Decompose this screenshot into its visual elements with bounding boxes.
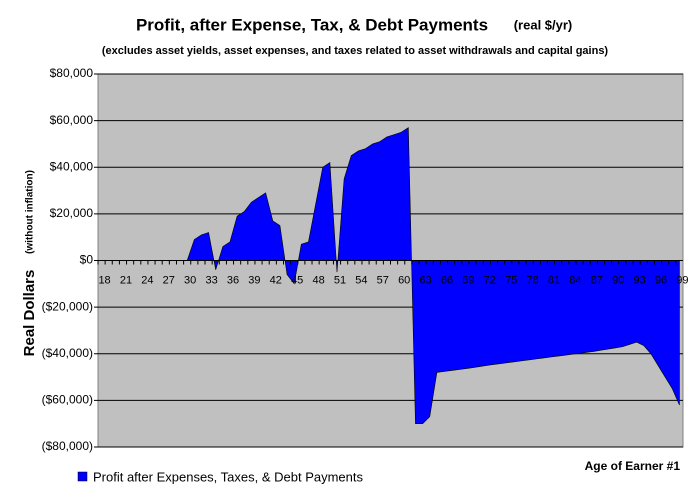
x-tick-label: 39 xyxy=(248,274,260,286)
title-units: (real $/yr) xyxy=(514,17,573,32)
y-tick-label: ($40,000) xyxy=(42,346,93,360)
x-tick-label: 81 xyxy=(548,274,560,286)
y-tick-label: ($80,000) xyxy=(42,439,93,453)
y-tick-label: $0 xyxy=(80,253,94,267)
x-tick-label: 54 xyxy=(355,274,367,286)
x-tick-label: 18 xyxy=(98,274,110,286)
x-tick-label: 48 xyxy=(312,274,324,286)
x-tick-label: 84 xyxy=(569,274,581,286)
y-tick-label: $20,000 xyxy=(50,206,94,220)
y-tick-label: ($60,000) xyxy=(42,393,93,407)
x-tick-label: 69 xyxy=(462,274,474,286)
chart-title: Profit, after Expense, Tax, & Debt Payme… xyxy=(136,15,488,34)
y-tick-label: $60,000 xyxy=(50,113,94,127)
x-tick-label: 87 xyxy=(591,274,603,286)
x-tick-label: 99 xyxy=(676,274,688,286)
x-tick-label: 51 xyxy=(334,274,346,286)
y-tick-label: $40,000 xyxy=(50,159,94,173)
x-tick-label: 63 xyxy=(419,274,431,286)
x-tick-label: 42 xyxy=(270,274,282,286)
x-tick-label: 90 xyxy=(612,274,624,286)
y-tick-label: $80,000 xyxy=(50,66,94,80)
x-tick-label: 75 xyxy=(505,274,517,286)
legend-swatch xyxy=(77,471,88,482)
x-tick-label: 45 xyxy=(291,274,303,286)
x-tick-label: 30 xyxy=(184,274,196,286)
x-tick-label: 27 xyxy=(163,274,175,286)
y-tick-label: ($20,000) xyxy=(42,299,93,313)
x-tick-label: 93 xyxy=(634,274,646,286)
x-tick-label: 57 xyxy=(377,274,389,286)
x-tick-label: 96 xyxy=(655,274,667,286)
x-tick-label: 36 xyxy=(227,274,239,286)
y-axis-note: (without inflation) xyxy=(25,170,36,254)
x-axis-title: Age of Earner #1 xyxy=(585,459,681,473)
legend-label: Profit after Expenses, Taxes, & Debt Pay… xyxy=(93,469,363,484)
x-tick-label: 24 xyxy=(141,274,153,286)
x-tick-label: 33 xyxy=(205,274,217,286)
y-axis-title: Real Dollars xyxy=(21,270,38,357)
x-tick-label: 78 xyxy=(526,274,538,286)
x-tick-label: 66 xyxy=(441,274,453,286)
x-tick-label: 60 xyxy=(398,274,410,286)
area xyxy=(101,127,680,424)
chart-subtitle: (excludes asset yields, asset expenses, … xyxy=(102,45,609,57)
x-tick-label: 21 xyxy=(120,274,132,286)
x-tick-label: 72 xyxy=(484,274,496,286)
